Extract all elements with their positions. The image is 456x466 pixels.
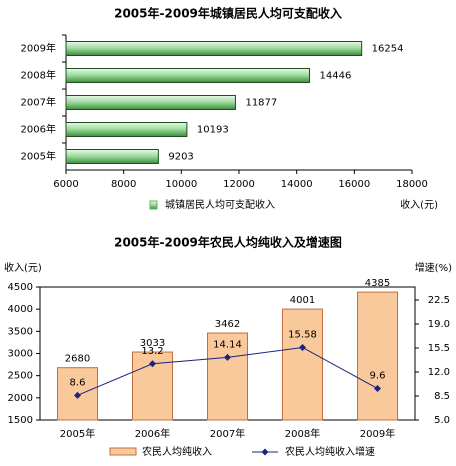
bar [65, 149, 159, 164]
bar [357, 291, 398, 421]
y-tick-label: 3500 [8, 326, 33, 337]
legend-label: 城镇居民人均可支配收入 [165, 198, 275, 211]
x-tick-label: 2005年 [60, 427, 95, 440]
value-label: 13.2 [141, 346, 163, 357]
bar [65, 95, 236, 110]
legend-marker [261, 448, 269, 456]
chart-title: 2005年-2009年农民人均纯收入及增速图 [114, 235, 342, 250]
y-tick-label: 4500 [8, 282, 33, 293]
bar [65, 41, 363, 56]
x-tick-label: 2007年 [210, 427, 245, 440]
legend-swatch [149, 200, 158, 210]
y2-tick-label: 5.0 [434, 415, 450, 426]
y-tick-label: 2008年 [21, 69, 56, 82]
x-axis-label: 收入(元) [400, 198, 438, 211]
value-label: 15.58 [288, 329, 317, 340]
y-tick-label: 2500 [8, 371, 33, 382]
y2-tick-label: 22.5 [428, 295, 450, 306]
marker [374, 384, 381, 392]
legend-swatch [109, 447, 137, 456]
bar [65, 68, 311, 83]
y2-axis-label: 增速(%) [415, 261, 452, 274]
y-tick-label: 1500 [8, 415, 33, 426]
value-label: 2680 [65, 354, 90, 365]
x-tick-label: 18000 [396, 179, 428, 190]
y-tick-label: 4000 [8, 304, 33, 315]
marker [299, 343, 306, 351]
x-tick-label: 16000 [338, 179, 370, 190]
bar [65, 122, 188, 137]
value-label: 14.14 [213, 339, 242, 350]
y-tick-label: 2000 [8, 393, 33, 404]
x-tick-label: 8000 [111, 179, 136, 190]
y2-tick-label: 19.0 [428, 319, 450, 330]
value-label: 16254 [372, 44, 404, 55]
bar [207, 332, 248, 421]
y-tick-label: 3000 [8, 349, 33, 360]
y2-tick-label: 8.5 [434, 391, 450, 402]
value-label: 9203 [168, 152, 193, 163]
value-label: 8.6 [70, 377, 86, 388]
value-label: 3462 [215, 319, 240, 330]
y-axis-label: 收入(元) [4, 261, 42, 274]
marker [224, 353, 231, 361]
x-tick-label: 10000 [165, 179, 197, 190]
value-label: 9.6 [370, 370, 386, 381]
y-tick-label: 2005年 [21, 150, 56, 163]
legend-label: 农民人均纯收入 [142, 445, 212, 458]
y2-tick-label: 15.5 [428, 343, 450, 354]
value-label: 14446 [320, 71, 352, 82]
marker [149, 360, 156, 368]
value-label: 4001 [290, 295, 315, 306]
x-tick-label: 6000 [53, 179, 78, 190]
value-label: 4385 [365, 278, 390, 289]
x-tick-label: 12000 [223, 179, 255, 190]
x-tick-label: 2006年 [135, 427, 170, 440]
value-label: 10193 [197, 125, 229, 136]
x-tick-label: 2008年 [285, 427, 320, 440]
legend-label: 农民人均纯收入增速 [285, 445, 375, 458]
y-tick-label: 2007年 [21, 96, 56, 109]
y-tick-label: 2006年 [21, 123, 56, 136]
value-label: 11877 [245, 98, 277, 109]
y2-tick-label: 12.0 [428, 367, 450, 378]
chart-title: 2005年-2009年城镇居民人均可支配收入 [114, 6, 342, 21]
y-tick-label: 2009年 [21, 42, 56, 55]
value-label: 3033 [140, 338, 165, 349]
x-tick-label: 14000 [281, 179, 313, 190]
x-tick-label: 2009年 [360, 427, 395, 440]
bar [282, 308, 323, 421]
marker [74, 391, 81, 399]
